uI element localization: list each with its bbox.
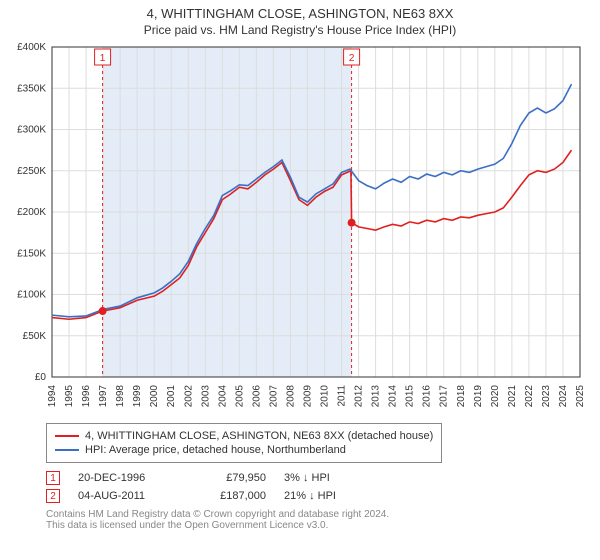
svg-text:£50K: £50K xyxy=(23,331,47,342)
sale-row-2: 2 04-AUG-2011 £187,000 21% ↓ HPI xyxy=(46,489,600,503)
footer-attribution: Contains HM Land Registry data © Crown c… xyxy=(46,509,554,531)
legend-swatch-hpi xyxy=(55,449,79,451)
legend-label-price: 4, WHITTINGHAM CLOSE, ASHINGTON, NE63 8X… xyxy=(85,430,433,442)
sale-delta-1: 3% ↓ HPI xyxy=(284,472,404,484)
svg-text:2011: 2011 xyxy=(337,385,348,407)
svg-text:2010: 2010 xyxy=(320,385,331,408)
svg-text:£300K: £300K xyxy=(17,125,46,136)
svg-text:£350K: £350K xyxy=(17,83,46,94)
svg-text:1: 1 xyxy=(100,53,106,64)
svg-text:£200K: £200K xyxy=(17,207,46,218)
svg-text:2005: 2005 xyxy=(234,385,245,408)
sale-date-2: 04-AUG-2011 xyxy=(78,490,178,502)
svg-text:1998: 1998 xyxy=(115,385,126,408)
legend-swatch-price xyxy=(55,435,79,437)
svg-text:£150K: £150K xyxy=(17,248,46,259)
svg-text:2009: 2009 xyxy=(302,385,313,408)
sale-row-1: 1 20-DEC-1996 £79,950 3% ↓ HPI xyxy=(46,471,600,485)
sale-date-1: 20-DEC-1996 xyxy=(78,472,178,484)
svg-text:£250K: £250K xyxy=(17,166,46,177)
price-chart: £0 £50K £100K £150K £200K £250K £300K £350K £400… xyxy=(0,37,600,417)
svg-text:2002: 2002 xyxy=(183,385,194,408)
svg-text:2006: 2006 xyxy=(251,385,262,408)
sale-price-1: £79,950 xyxy=(196,472,266,484)
svg-text:2007: 2007 xyxy=(268,385,279,408)
svg-text:2008: 2008 xyxy=(285,385,296,408)
title-line1: 4, WHITTINGHAM CLOSE, ASHINGTON, NE63 8X… xyxy=(0,6,600,21)
svg-text:2020: 2020 xyxy=(490,385,501,408)
svg-text:2012: 2012 xyxy=(354,385,365,408)
svg-text:2023: 2023 xyxy=(541,385,552,408)
svg-text:2014: 2014 xyxy=(388,385,399,408)
chart-container: £0 £50K £100K £150K £200K £250K £300K £350K £400… xyxy=(0,37,600,417)
svg-text:1995: 1995 xyxy=(64,385,75,408)
svg-text:1996: 1996 xyxy=(81,385,92,408)
legend-item-price: 4, WHITTINGHAM CLOSE, ASHINGTON, NE63 8X… xyxy=(55,430,433,442)
svg-text:2017: 2017 xyxy=(439,385,450,408)
svg-text:2022: 2022 xyxy=(524,385,535,408)
svg-text:1997: 1997 xyxy=(98,385,109,408)
svg-text:1999: 1999 xyxy=(132,385,143,408)
sale-delta-2: 21% ↓ HPI xyxy=(284,490,404,502)
sale-marker-1: 1 xyxy=(46,471,60,485)
svg-text:2025: 2025 xyxy=(575,385,586,408)
legend-box: 4, WHITTINGHAM CLOSE, ASHINGTON, NE63 8X… xyxy=(46,423,442,463)
footer-line2: This data is licensed under the Open Gov… xyxy=(46,520,554,531)
svg-text:2000: 2000 xyxy=(149,385,160,408)
svg-text:£100K: £100K xyxy=(17,290,46,301)
svg-text:£400K: £400K xyxy=(17,42,46,53)
chart-title-block: 4, WHITTINGHAM CLOSE, ASHINGTON, NE63 8X… xyxy=(0,0,600,37)
svg-text:2015: 2015 xyxy=(405,385,416,408)
sale-price-2: £187,000 xyxy=(196,490,266,502)
svg-text:2016: 2016 xyxy=(422,385,433,408)
title-line2: Price paid vs. HM Land Registry's House … xyxy=(0,23,600,37)
sale-marker-2: 2 xyxy=(46,489,60,503)
svg-text:2018: 2018 xyxy=(456,385,467,408)
svg-text:2: 2 xyxy=(349,53,355,64)
svg-text:2001: 2001 xyxy=(166,385,177,408)
svg-text:2021: 2021 xyxy=(507,385,518,408)
svg-text:2004: 2004 xyxy=(217,385,228,408)
legend-label-hpi: HPI: Average price, detached house, Nort… xyxy=(85,444,346,456)
svg-text:2024: 2024 xyxy=(558,385,569,408)
svg-text:2003: 2003 xyxy=(200,385,211,408)
svg-text:2013: 2013 xyxy=(371,385,382,408)
svg-text:1994: 1994 xyxy=(47,385,58,408)
svg-text:£0: £0 xyxy=(35,372,47,383)
legend-item-hpi: HPI: Average price, detached house, Nort… xyxy=(55,444,433,456)
sales-table: 1 20-DEC-1996 £79,950 3% ↓ HPI 2 04-AUG-… xyxy=(46,471,600,503)
svg-text:2019: 2019 xyxy=(473,385,484,408)
footer-line1: Contains HM Land Registry data © Crown c… xyxy=(46,509,554,520)
